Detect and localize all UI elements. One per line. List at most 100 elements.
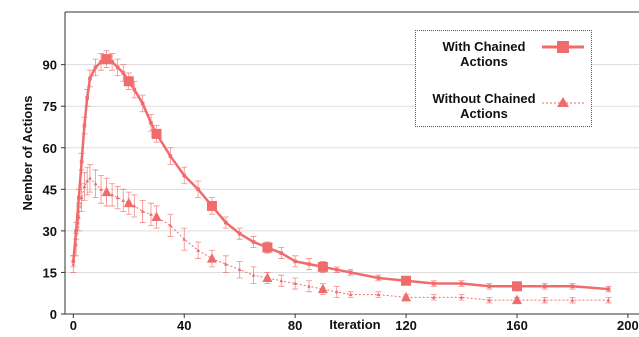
marker — [110, 192, 114, 197]
marker — [307, 262, 311, 266]
marker — [151, 211, 162, 222]
marker — [88, 176, 92, 180]
legend-label: With Chained Actions — [442, 39, 526, 69]
marker — [570, 298, 575, 302]
marker — [459, 295, 464, 299]
marker — [196, 248, 200, 252]
marker — [401, 291, 412, 302]
y-tick-label: 30 — [43, 224, 57, 239]
marker — [224, 220, 228, 225]
marker — [115, 65, 120, 70]
marker — [542, 298, 547, 302]
marker — [140, 101, 145, 106]
marker — [279, 251, 284, 255]
marker — [348, 270, 353, 275]
marker — [206, 200, 217, 211]
marker — [542, 284, 547, 289]
marker — [140, 209, 145, 213]
marker — [79, 195, 84, 200]
y-tick-label: 90 — [43, 58, 57, 73]
marker — [606, 298, 611, 302]
marker — [432, 281, 436, 286]
marker — [293, 281, 297, 285]
marker — [101, 186, 112, 197]
marker — [149, 212, 153, 216]
marker — [307, 284, 311, 288]
marker — [279, 278, 284, 283]
marker — [82, 184, 87, 188]
marker — [511, 281, 522, 292]
x-tick-label: 0 — [70, 318, 77, 333]
marker — [99, 187, 103, 191]
marker — [182, 173, 187, 178]
y-axis-label: Nember of Actions — [20, 95, 35, 210]
marker — [85, 96, 89, 100]
marker — [77, 195, 81, 200]
marker — [168, 223, 173, 227]
marker — [251, 273, 256, 277]
marker — [251, 240, 256, 244]
marker — [570, 284, 575, 289]
series-line — [72, 177, 609, 301]
marker — [182, 237, 187, 241]
marker — [376, 276, 381, 280]
x-tick-label: 40 — [177, 318, 191, 333]
marker — [110, 60, 114, 64]
marker — [99, 60, 103, 64]
marker — [459, 281, 464, 286]
marker — [168, 154, 173, 158]
marker — [334, 289, 339, 294]
marker — [334, 267, 339, 272]
marker — [376, 292, 381, 297]
marker — [93, 181, 98, 186]
marker — [206, 253, 217, 263]
y-tick-label: 0 — [50, 307, 57, 322]
marker — [79, 159, 84, 164]
marker — [101, 54, 112, 65]
marker — [432, 295, 436, 299]
marker — [293, 259, 297, 264]
marker — [262, 242, 273, 253]
marker — [132, 203, 137, 208]
x-tick-label: 200 — [617, 318, 639, 333]
marker — [262, 272, 273, 282]
marker — [115, 195, 120, 200]
marker — [487, 284, 492, 289]
x-tick-label: 120 — [395, 318, 417, 333]
marker — [237, 231, 242, 236]
legend-marker — [557, 97, 569, 107]
marker — [85, 179, 89, 183]
marker — [121, 71, 126, 75]
marker — [121, 198, 126, 202]
marker — [317, 283, 328, 294]
marker — [487, 298, 492, 302]
marker — [237, 267, 242, 272]
legend-samples — [542, 41, 584, 107]
marker — [317, 261, 328, 272]
marker — [606, 287, 611, 291]
marker — [196, 187, 200, 192]
marker — [401, 275, 412, 286]
y-tick-label: 75 — [43, 99, 57, 114]
x-tick-label: 160 — [506, 318, 528, 333]
marker — [74, 242, 78, 247]
x-tick-label: 80 — [288, 318, 302, 333]
legend-marker — [557, 41, 569, 53]
x-axis-label: Iteration — [329, 317, 380, 332]
marker — [123, 76, 134, 87]
y-tick-label: 45 — [43, 182, 57, 197]
marker — [77, 215, 81, 219]
marker — [511, 294, 522, 305]
marker — [93, 65, 98, 70]
marker — [224, 262, 228, 266]
marker — [149, 121, 153, 125]
marker — [88, 76, 92, 81]
marker — [71, 262, 76, 266]
marker — [348, 292, 353, 297]
marker — [132, 87, 137, 92]
marker — [123, 197, 134, 208]
marker — [82, 123, 87, 128]
legend: With Chained Actions Without Chained Act… — [415, 30, 592, 127]
